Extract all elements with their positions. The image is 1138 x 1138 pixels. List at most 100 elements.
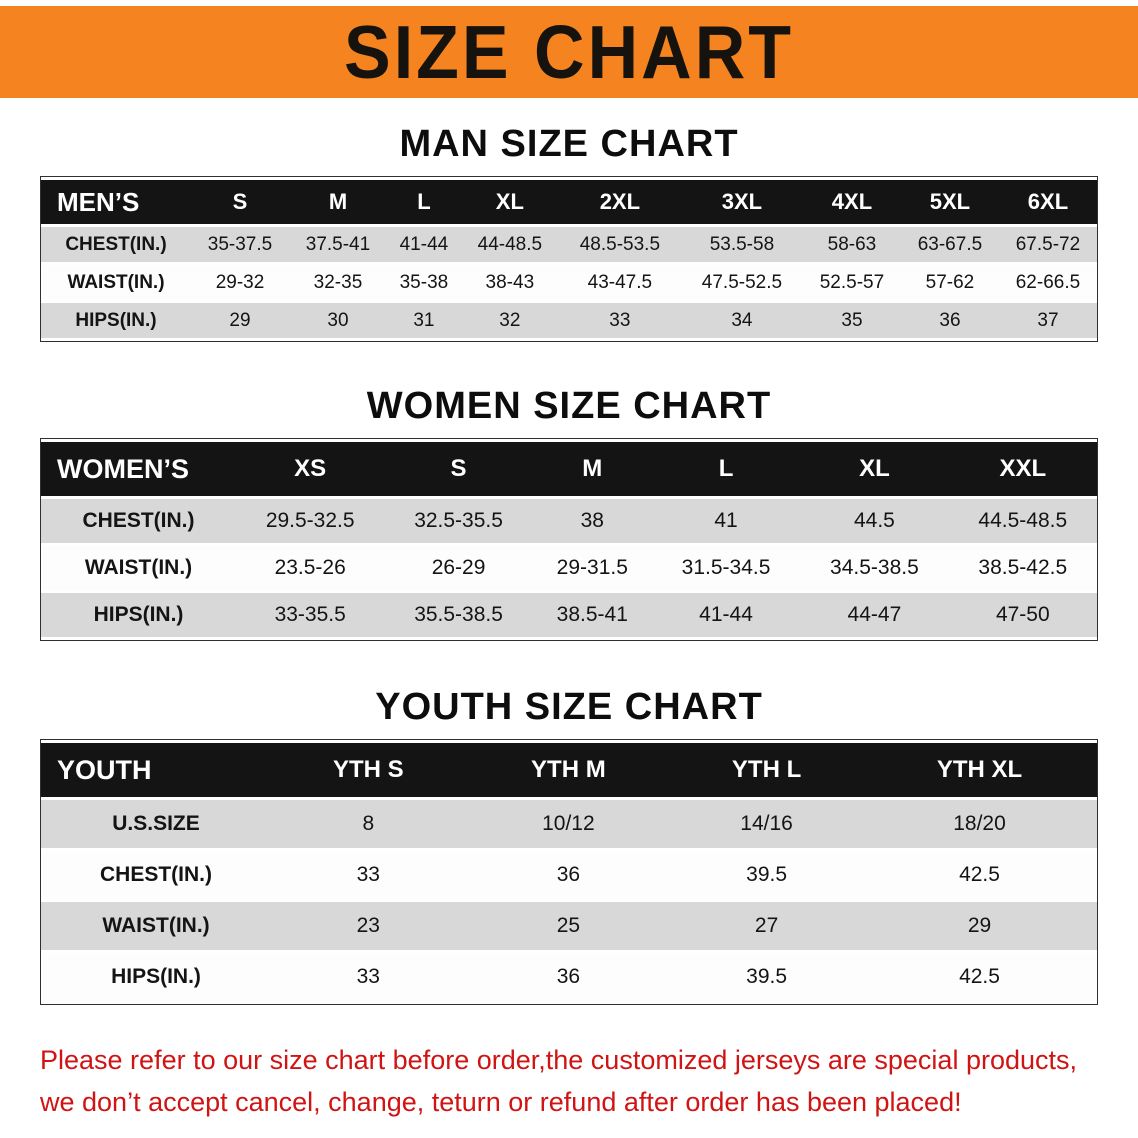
- banner: SIZE CHART: [0, 6, 1138, 98]
- size-value-cell: 47-50: [948, 593, 1097, 637]
- table-header-row: MEN’S S M L XL 2XL 3XL 4XL 5XL 6XL: [41, 180, 1097, 224]
- row-label: HIPS(IN.): [41, 593, 236, 637]
- size-value-cell: 36: [900, 303, 999, 338]
- disclaimer-line-1: Please refer to our size chart before or…: [40, 1045, 1078, 1075]
- table-row: U.S.SIZE 8 10/12 14/16 18/20: [41, 800, 1097, 848]
- page-title: SIZE CHART: [344, 9, 794, 95]
- size-value-cell: 32-35: [288, 265, 387, 300]
- table-row: WAIST(IN.) 29-32 32-35 35-38 38-43 43-47.5 47.…: [41, 265, 1097, 300]
- size-value-cell: 47.5-52.5: [680, 265, 803, 300]
- size-column-header: 6XL: [998, 180, 1097, 224]
- size-value-cell: 44.5-48.5: [948, 499, 1097, 543]
- row-label: WAIST(IN.): [41, 546, 236, 590]
- size-column-header: XXL: [948, 442, 1097, 496]
- youth-section-heading: YOUTH SIZE CHART: [375, 686, 763, 728]
- size-value-cell: 39.5: [671, 851, 863, 899]
- size-value-cell: 32: [460, 303, 559, 338]
- row-label: HIPS(IN.): [41, 953, 271, 1001]
- women-size-section: WOMEN SIZE CHART WOMEN’S XS S M L XL XXL CHEST(…: [0, 384, 1138, 641]
- size-value-cell: 62-66.5: [998, 265, 1097, 300]
- size-value-cell: 42.5: [862, 851, 1097, 899]
- size-value-cell: 38.5-41: [532, 593, 652, 637]
- size-value-cell: 42.5: [862, 953, 1097, 1001]
- size-value-cell: 29: [191, 303, 289, 338]
- table-row: WAIST(IN.) 23.5-26 26-29 29-31.5 31.5-34.5 34…: [41, 546, 1097, 590]
- disclaimer: Please refer to our size chart before or…: [40, 1039, 1120, 1123]
- size-value-cell: 35-38: [386, 265, 461, 300]
- table-title-cell: YOUTH: [41, 743, 271, 797]
- size-column-header: YTH L: [671, 743, 863, 797]
- size-column-header: YTH M: [465, 743, 672, 797]
- size-value-cell: 34: [680, 303, 803, 338]
- size-value-cell: 31.5-34.5: [651, 546, 801, 590]
- row-label: CHEST(IN.): [41, 227, 191, 262]
- size-value-cell: 43-47.5: [558, 265, 681, 300]
- table-row: CHEST(IN.) 29.5-32.5 32.5-35.5 38 41 44.5 44.5…: [41, 499, 1097, 543]
- size-value-cell: 63-67.5: [900, 227, 999, 262]
- table-row: HIPS(IN.) 33 36 39.5 42.5: [41, 953, 1097, 1001]
- size-value-cell: 23: [271, 902, 466, 950]
- size-value-cell: 34.5-38.5: [800, 546, 949, 590]
- size-value-cell: 37.5-41: [288, 227, 387, 262]
- size-column-header: 2XL: [558, 180, 681, 224]
- size-value-cell: 33-35.5: [236, 593, 385, 637]
- youth-size-section: YOUTH SIZE CHART YOUTH YTH S YTH M YTH L YTH…: [0, 685, 1138, 1005]
- size-column-header: 5XL: [900, 180, 999, 224]
- size-value-cell: 32.5-35.5: [384, 499, 533, 543]
- size-column-header: XL: [800, 442, 949, 496]
- size-value-cell: 18/20: [862, 800, 1097, 848]
- row-label: HIPS(IN.): [41, 303, 191, 338]
- size-value-cell: 27: [671, 902, 863, 950]
- size-value-cell: 41-44: [651, 593, 801, 637]
- size-value-cell: 33: [558, 303, 681, 338]
- table-row: WAIST(IN.) 23 25 27 29: [41, 902, 1097, 950]
- size-value-cell: 23.5-26: [236, 546, 385, 590]
- size-value-cell: 48.5-53.5: [558, 227, 681, 262]
- size-value-cell: 29-32: [191, 265, 289, 300]
- size-value-cell: 14/16: [671, 800, 863, 848]
- size-value-cell: 44-47: [800, 593, 949, 637]
- size-value-cell: 38.5-42.5: [948, 546, 1097, 590]
- row-label: CHEST(IN.): [41, 499, 236, 543]
- size-value-cell: 39.5: [671, 953, 863, 1001]
- table-row: HIPS(IN.) 33-35.5 35.5-38.5 38.5-41 41-44 44-…: [41, 593, 1097, 637]
- size-value-cell: 29.5-32.5: [236, 499, 385, 543]
- table-row: CHEST(IN.) 33 36 39.5 42.5: [41, 851, 1097, 899]
- size-value-cell: 36: [465, 851, 672, 899]
- men-size-table: MEN’S S M L XL 2XL 3XL 4XL 5XL 6XL CHEST(IN.) 35-37…: [40, 176, 1098, 342]
- size-value-cell: 26-29: [384, 546, 533, 590]
- size-value-cell: 38-43: [460, 265, 559, 300]
- size-value-cell: 29: [862, 902, 1097, 950]
- size-column-header: S: [384, 442, 533, 496]
- size-value-cell: 38: [532, 499, 652, 543]
- size-column-header: YTH S: [271, 743, 466, 797]
- size-value-cell: 57-62: [900, 265, 999, 300]
- table-row: CHEST(IN.) 35-37.5 37.5-41 41-44 44-48.5 48.5…: [41, 227, 1097, 262]
- size-column-header: M: [288, 180, 387, 224]
- size-value-cell: 8: [271, 800, 466, 848]
- size-value-cell: 35.5-38.5: [384, 593, 533, 637]
- size-value-cell: 41-44: [386, 227, 461, 262]
- size-value-cell: 58-63: [802, 227, 901, 262]
- size-value-cell: 37: [998, 303, 1097, 338]
- women-size-table: WOMEN’S XS S M L XL XXL CHEST(IN.) 29.5-32.5 32.5…: [40, 438, 1098, 641]
- size-value-cell: 31: [386, 303, 461, 338]
- youth-size-table: YOUTH YTH S YTH M YTH L YTH XL U.S.SIZE 8 10/12…: [40, 739, 1098, 1005]
- row-label: WAIST(IN.): [41, 902, 271, 950]
- row-label: WAIST(IN.): [41, 265, 191, 300]
- size-column-header: S: [191, 180, 289, 224]
- size-value-cell: 35-37.5: [191, 227, 289, 262]
- row-label: U.S.SIZE: [41, 800, 271, 848]
- size-column-header: XL: [460, 180, 559, 224]
- size-value-cell: 10/12: [465, 800, 672, 848]
- size-column-header: YTH XL: [862, 743, 1097, 797]
- size-value-cell: 53.5-58: [680, 227, 803, 262]
- row-label: CHEST(IN.): [41, 851, 271, 899]
- size-value-cell: 30: [288, 303, 387, 338]
- size-column-header: XS: [236, 442, 385, 496]
- size-value-cell: 33: [271, 851, 466, 899]
- size-column-header: 4XL: [802, 180, 901, 224]
- men-size-section: MAN SIZE CHART MEN’S S M L XL 2XL 3XL 4XL 5XL 6XL…: [0, 122, 1138, 342]
- women-section-heading: WOMEN SIZE CHART: [366, 385, 772, 427]
- size-value-cell: 44.5: [800, 499, 949, 543]
